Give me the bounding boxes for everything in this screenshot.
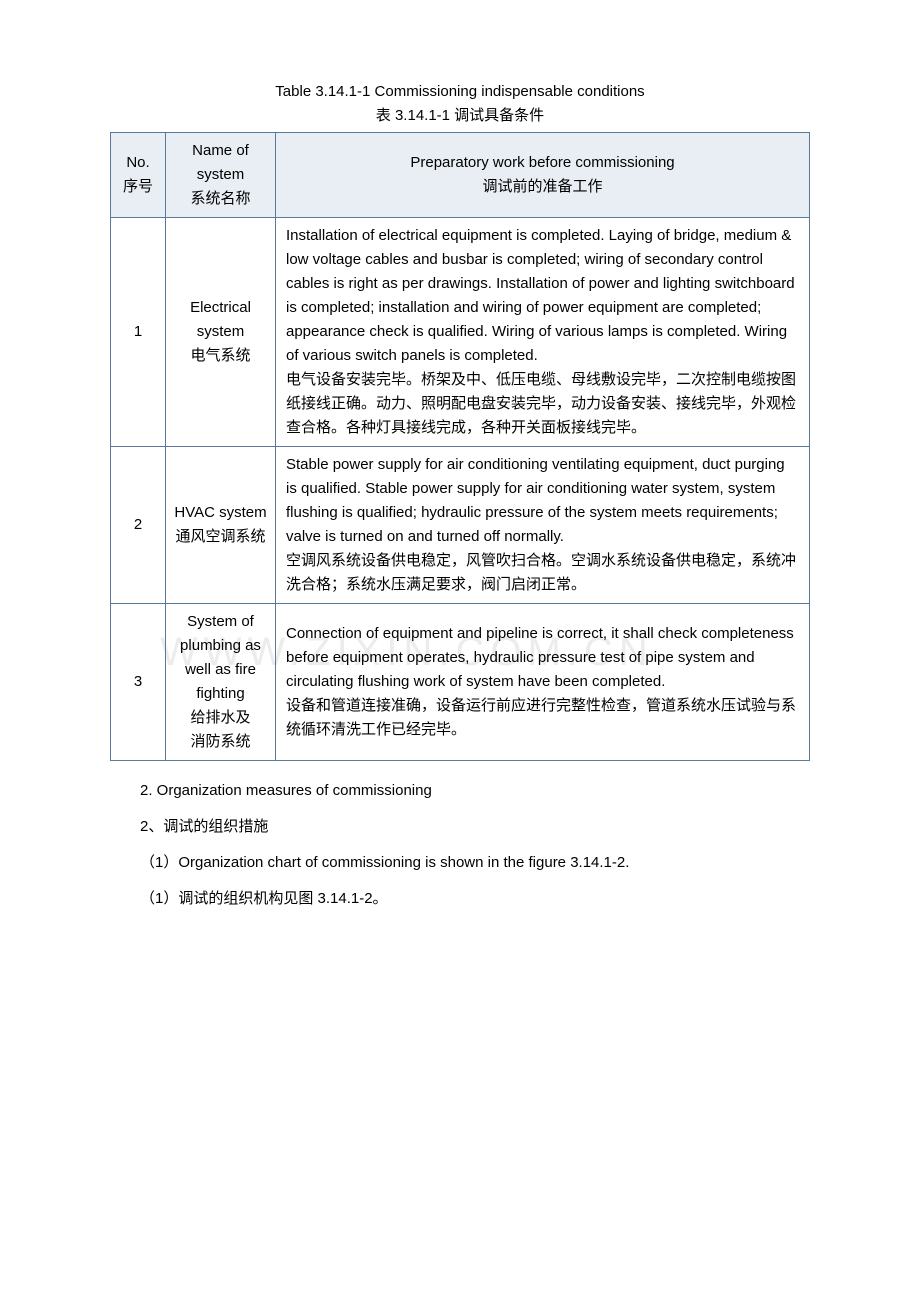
cell-prep-3: Connection of equipment and pipeline is …: [276, 604, 810, 761]
cell-prep-2: Stable power supply for air conditioning…: [276, 447, 810, 604]
cell-name-2-en: HVAC system: [172, 501, 269, 525]
table-header-row: No. 序号 Name of system 系统名称 Preparatory w…: [111, 133, 810, 218]
paragraph-4: （1）调试的组织机构见图 3.14.1-2。: [110, 887, 810, 911]
conditions-table: No. 序号 Name of system 系统名称 Preparatory w…: [110, 132, 810, 761]
paragraph-1: 2. Organization measures of commissionin…: [110, 779, 810, 803]
header-no-en: No.: [117, 151, 159, 175]
table-row: 3 System of plumbing as well as fire fig…: [111, 604, 810, 761]
header-no: No. 序号: [111, 133, 166, 218]
cell-no-1: 1: [111, 218, 166, 447]
cell-name-1-zh: 电气系统: [172, 344, 269, 368]
header-name-en: Name of system: [172, 139, 269, 187]
paragraph-2: 2、调试的组织措施: [110, 815, 810, 839]
cell-name-1-en: Electrical system: [172, 296, 269, 344]
table-row: 2 HVAC system 通风空调系统 Stable power supply…: [111, 447, 810, 604]
paragraph-3: （1）Organization chart of commissioning i…: [110, 851, 810, 875]
header-prep-zh: 调试前的准备工作: [282, 175, 803, 199]
cell-name-3-en: System of plumbing as well as fire fight…: [172, 610, 269, 706]
header-no-zh: 序号: [117, 175, 159, 199]
cell-no-3: 3: [111, 604, 166, 761]
cell-name-2-zh: 通风空调系统: [172, 525, 269, 549]
cell-name-3-zh: 给排水及 消防系统: [172, 706, 269, 754]
header-prep-en: Preparatory work before commissioning: [282, 151, 803, 175]
table-caption: Table 3.14.1-1 Commissioning indispensab…: [110, 80, 810, 128]
cell-name-3: System of plumbing as well as fire fight…: [166, 604, 276, 761]
cell-name-1: Electrical system 电气系统: [166, 218, 276, 447]
table-row: 1 Electrical system 电气系统 Installation of…: [111, 218, 810, 447]
cell-name-2: HVAC system 通风空调系统: [166, 447, 276, 604]
cell-no-2: 2: [111, 447, 166, 604]
caption-line2-zh: 表 3.14.1-1 调试具备条件: [110, 104, 810, 128]
caption-line1-en: Table 3.14.1-1 Commissioning indispensab…: [110, 80, 810, 104]
header-name-zh: 系统名称: [172, 187, 269, 211]
header-prep: Preparatory work before commissioning 调试…: [276, 133, 810, 218]
header-name: Name of system 系统名称: [166, 133, 276, 218]
cell-prep-1: Installation of electrical equipment is …: [276, 218, 810, 447]
